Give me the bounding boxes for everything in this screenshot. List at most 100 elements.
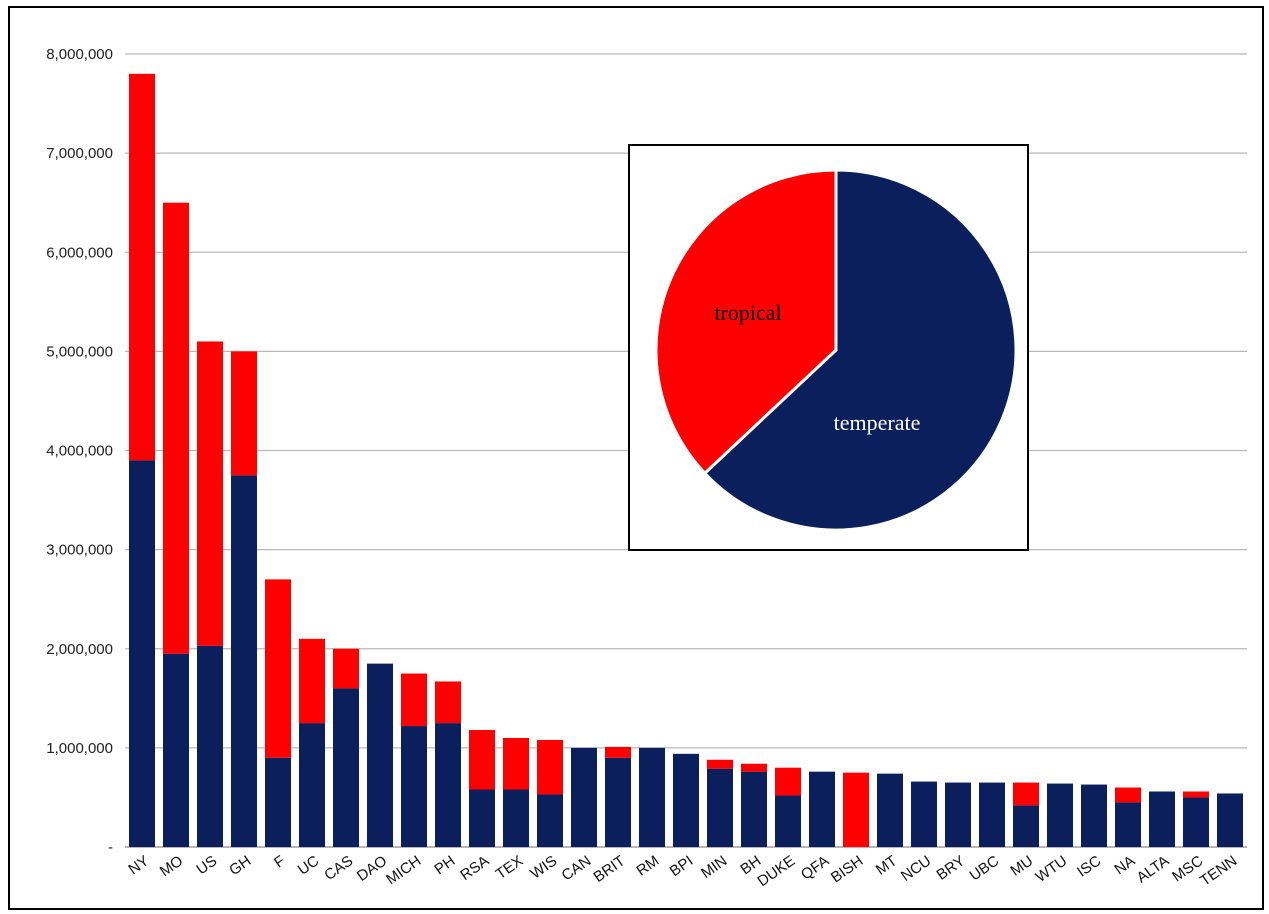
bar-segment-msc-1 xyxy=(1183,791,1209,798)
x-tick-label: UC xyxy=(295,852,323,878)
bar-segment-us-0 xyxy=(197,645,223,847)
bar-segment-rsa-1 xyxy=(469,730,495,790)
x-tick-label: UBC xyxy=(967,852,1003,884)
bar-segment-bh-0 xyxy=(741,771,767,847)
bar-segment-ny-0 xyxy=(129,460,155,847)
bar-segment-na-1 xyxy=(1115,787,1141,803)
x-tick-label: NY xyxy=(125,852,152,878)
bar-segment-ph-0 xyxy=(435,723,461,847)
bar-segment-ph-1 xyxy=(435,681,461,724)
pie-label-tropical: tropical xyxy=(714,300,781,325)
bar-segment-ncu-0 xyxy=(911,781,937,847)
y-tick-label: 8,000,000 xyxy=(46,46,113,63)
bar-segment-na-0 xyxy=(1115,802,1141,847)
y-tick-label: 4,000,000 xyxy=(46,443,113,460)
bar-segment-mich-1 xyxy=(401,673,427,727)
x-tick-label: BRY xyxy=(933,852,968,883)
bar-segment-brit-0 xyxy=(605,757,631,847)
x-tick-label: MO xyxy=(157,852,187,880)
y-tick-label: 2,000,000 xyxy=(46,641,113,658)
bar-segment-ubc-0 xyxy=(979,782,1005,847)
x-tick-label: QFA xyxy=(798,852,832,883)
x-tick-label: US xyxy=(193,852,220,878)
x-tick-label: CAS xyxy=(321,852,356,884)
bar-segment-dao-0 xyxy=(367,663,393,847)
bar-segment-ny-1 xyxy=(129,73,155,461)
bar-segment-mu-0 xyxy=(1013,805,1039,847)
x-tick-label: DAO xyxy=(354,852,390,885)
bar-segment-rsa-0 xyxy=(469,789,495,847)
x-tick-label: MIN xyxy=(698,852,730,882)
bar-segment-tex-0 xyxy=(503,789,529,847)
x-tick-label: DUKE xyxy=(754,852,798,890)
y-tick-label: 5,000,000 xyxy=(46,343,113,360)
x-tick-label: TEX xyxy=(493,852,527,883)
x-tick-label: WIS xyxy=(527,852,560,882)
bar-segment-mu-1 xyxy=(1013,782,1039,806)
x-tick-label: GH xyxy=(226,852,254,879)
x-tick-label: NCU xyxy=(898,852,934,885)
bar-segment-tenn-0 xyxy=(1217,793,1243,847)
bar-segment-brit-1 xyxy=(605,746,631,758)
x-tick-label: MT xyxy=(873,852,901,878)
bar-segment-tex-1 xyxy=(503,737,529,790)
x-tick-label: BPI xyxy=(667,852,697,880)
bar-segment-mo-1 xyxy=(163,202,189,654)
bar-segment-uc-1 xyxy=(299,638,325,724)
x-tick-label: CAN xyxy=(559,852,595,884)
bar-segment-cas-1 xyxy=(333,648,359,689)
x-tick-label: MICH xyxy=(383,852,424,888)
bar-segment-can-0 xyxy=(571,747,597,847)
bar-segment-gh-0 xyxy=(231,475,257,847)
y-tick-label: - xyxy=(108,839,113,856)
bar-segment-gh-1 xyxy=(231,351,257,476)
x-tick-label: ISC xyxy=(1074,852,1104,880)
bar-segment-rm-0 xyxy=(639,747,665,847)
bar-segment-f-0 xyxy=(265,757,291,847)
bar-segment-duke-0 xyxy=(775,795,801,847)
bar-segment-min-1 xyxy=(707,759,733,769)
bar-segment-wis-0 xyxy=(537,794,563,847)
bars xyxy=(129,73,1243,847)
bar-segment-f-1 xyxy=(265,579,291,758)
x-tick-label: ALTA xyxy=(1134,852,1173,886)
bar-segment-bpi-0 xyxy=(673,753,699,847)
x-tick-label: RM xyxy=(633,852,662,879)
bar-segment-isc-0 xyxy=(1081,784,1107,847)
x-tick-label: BISH xyxy=(828,852,866,886)
bar-segment-qfa-0 xyxy=(809,771,835,847)
y-axis: - 1,000,000 2,000,000 3,000,000 4,000,000 5,0… xyxy=(46,46,113,856)
bar-segment-cas-0 xyxy=(333,688,359,847)
bar-segment-uc-0 xyxy=(299,723,325,847)
bar-segment-wis-1 xyxy=(537,739,563,795)
y-tick-label: 3,000,000 xyxy=(46,542,113,559)
x-tick-label: F xyxy=(271,852,288,871)
bar-segment-duke-1 xyxy=(775,767,801,796)
x-tick-label: TENN xyxy=(1197,852,1240,889)
bar-segment-bh-1 xyxy=(741,763,767,772)
x-tick-label: RSA xyxy=(457,852,492,884)
bar-segment-mt-0 xyxy=(877,773,903,847)
x-tick-label: BRIT xyxy=(591,852,629,886)
bar-segment-bish-1 xyxy=(843,772,869,847)
pie-label-temperate: temperate xyxy=(834,410,921,435)
y-tick-label: 7,000,000 xyxy=(46,145,113,162)
bar-segment-alta-0 xyxy=(1149,791,1175,847)
bar-segment-msc-0 xyxy=(1183,797,1209,847)
pie-slice-tropical xyxy=(654,168,838,476)
bar-segment-mich-0 xyxy=(401,726,427,847)
bar-segment-wtu-0 xyxy=(1047,783,1073,847)
bar-segment-us-1 xyxy=(197,341,223,646)
bar-segment-mo-0 xyxy=(163,653,189,847)
x-tick-label: PH xyxy=(431,852,458,878)
x-tick-label: MU xyxy=(1007,852,1036,879)
y-tick-label: 1,000,000 xyxy=(46,740,113,757)
pie-inset: temperate tropical xyxy=(628,144,1029,551)
x-tick-label: WTU xyxy=(1033,852,1071,886)
pie-slice-temperate xyxy=(702,168,1018,532)
bar-segment-min-0 xyxy=(707,768,733,847)
y-tick-label: 6,000,000 xyxy=(46,244,113,261)
bar-segment-bry-0 xyxy=(945,782,971,847)
